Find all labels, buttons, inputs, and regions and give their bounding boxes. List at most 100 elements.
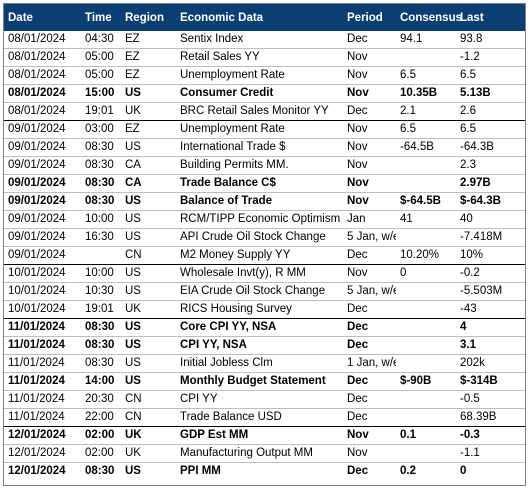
cell-period: Dec — [347, 33, 368, 45]
cell-date: 09/01/2024 — [4, 138, 81, 157]
cell-date: 11/01/2024 — [4, 336, 81, 355]
cell-period: Nov — [343, 48, 396, 67]
cell-region: CN — [121, 408, 176, 427]
table-row: 11/01/2024 08:30 US Core CPI YY, NSA Dec… — [4, 318, 525, 337]
header-period: Period — [343, 4, 396, 31]
cell-period: Dec — [343, 462, 396, 480]
cell-date: 10/01/2024 — [4, 300, 81, 319]
header-time: Time — [81, 4, 121, 31]
cell-region: US — [121, 264, 176, 283]
cell-consensus — [396, 354, 456, 373]
cell-event: Trade Balance USD — [176, 408, 343, 427]
cell-consensus — [396, 444, 456, 463]
cell-period: Nov — [343, 426, 396, 445]
cell-last: 2.97B — [456, 174, 525, 193]
table-row: 09/01/2024 08:30 CA Trade Balance C$ Nov… — [4, 174, 525, 193]
cell-date: 11/01/2024 — [4, 372, 81, 391]
cell-last: 5.13B — [456, 84, 525, 103]
cell-period: Dec — [343, 300, 396, 319]
cell-consensus: 6.5 — [396, 120, 456, 139]
cell-event: Building Permits MM. — [176, 156, 343, 175]
cell-period: Nov — [343, 120, 396, 139]
cell-time: 19:01 — [81, 102, 121, 121]
cell-event: BRC Retail Sales Monitor YY — [176, 102, 343, 121]
table-row: 11/01/2024 22:00 CN Trade Balance USD De… — [4, 408, 525, 427]
cell-last: 40 — [456, 210, 525, 229]
cell-date: 11/01/2024 — [4, 390, 81, 409]
cell-consensus — [396, 336, 456, 355]
table-row: 09/01/2024 08:30 US International Trade … — [4, 138, 525, 157]
cell-region: US — [121, 318, 176, 337]
cell-date: 11/01/2024 — [4, 408, 81, 427]
cell-event: Unemployment Rate — [176, 120, 343, 139]
cell-region: UK — [121, 444, 176, 463]
cell-date: 10/01/2024 — [4, 282, 81, 301]
table-header: Date Time Region Economic Data Period Co… — [4, 4, 525, 31]
table-row: 12/01/2024 02:00 UK GDP Est MM Nov 0.1 -… — [4, 426, 525, 445]
cell-time: 05:00 — [81, 66, 121, 85]
cell-consensus — [396, 282, 456, 301]
cell-date: 09/01/2024 — [4, 228, 81, 247]
table-row: 08/01/2024 04:30 EZ Sentix Index Dec 94.… — [4, 31, 525, 49]
cell-region: UK — [121, 300, 176, 319]
cell-event: RICS Housing Survey — [176, 300, 343, 319]
cell-date: 11/01/2024 — [4, 354, 81, 373]
cell-time: 19:01 — [81, 300, 121, 319]
cell-event: CPI YY, NSA — [176, 336, 343, 355]
cell-time: 16:30 — [81, 228, 121, 247]
cell-last: 3.1 — [456, 336, 525, 355]
cell-date: 12/01/2024 — [4, 444, 81, 463]
cell-last: -1.2 — [456, 48, 525, 67]
table-row: 09/01/2024 03:00 EZ Unemployment Rate No… — [4, 120, 525, 139]
cell-last: -7.418M — [456, 228, 525, 247]
cell-date: 08/01/2024 — [4, 48, 81, 67]
header-economic-data: Economic Data — [176, 4, 343, 31]
cell-region: CA — [121, 156, 176, 175]
cell-region: US — [121, 462, 176, 480]
cell-consensus: 10.35B — [396, 84, 456, 103]
table-row: 09/01/2024 16:30 US API Crude Oil Stock … — [4, 228, 525, 247]
cell-consensus: $-64.5B — [396, 192, 456, 211]
cell-consensus: 0 — [396, 264, 456, 283]
cell-last: 68.39B — [456, 408, 525, 427]
cell-region: UK — [121, 426, 176, 445]
cell-region: US — [121, 228, 176, 247]
cell-event: International Trade $ — [176, 138, 343, 157]
cell-time: 08:30 — [81, 174, 121, 193]
cell-last: -1.1 — [456, 444, 525, 463]
cell-region: US — [121, 282, 176, 301]
table-row: 11/01/2024 08:30 US Initial Jobless Clm … — [4, 354, 525, 373]
table-row: 10/01/2024 10:00 US Wholesale Invt(y), R… — [4, 264, 525, 283]
economic-calendar-table: Date Time Region Economic Data Period Co… — [4, 4, 525, 480]
header-consensus: Consensus — [396, 4, 462, 31]
cell-date: 09/01/2024 — [4, 192, 81, 211]
cell-consensus — [396, 300, 456, 319]
table-body: 08/01/2024 04:30 EZ Sentix Index Dec 94.… — [4, 31, 525, 480]
cell-time: 05:00 — [81, 48, 121, 67]
cell-last: 4 — [456, 318, 525, 337]
cell-event: EIA Crude Oil Stock Change — [176, 282, 343, 301]
cell-last: -43 — [456, 300, 525, 319]
cell-event: GDP Est MM — [176, 426, 343, 445]
cell-time: 10:00 — [81, 210, 121, 229]
cell-event: RCM/TIPP Economic Optimism — [176, 210, 343, 229]
cell-last: 2.3 — [456, 156, 525, 175]
cell-time: 22:00 — [81, 408, 121, 427]
cell-period: Dec — [343, 372, 396, 391]
cell-consensus — [396, 156, 456, 175]
cell-region: US — [121, 354, 176, 373]
cell-time: 08:30 — [81, 354, 121, 373]
cell-region: CN — [121, 390, 176, 409]
cell-period: 5 Jan, w/e — [343, 228, 396, 247]
cell-event: Initial Jobless Clm — [176, 354, 343, 373]
cell-event: Consumer Credit — [176, 84, 343, 103]
cell-region: US — [121, 210, 176, 229]
cell-time: 10:00 — [81, 264, 121, 283]
cell-consensus: 41 — [396, 210, 456, 229]
cell-period: Dec — [343, 246, 396, 265]
cell-time: 08:30 — [81, 462, 121, 480]
cell-region: US — [121, 84, 176, 103]
cell-time: 15:00 — [81, 84, 121, 103]
cell-last: -64.3B — [456, 138, 525, 157]
cell-time: 08:30 — [81, 192, 121, 211]
